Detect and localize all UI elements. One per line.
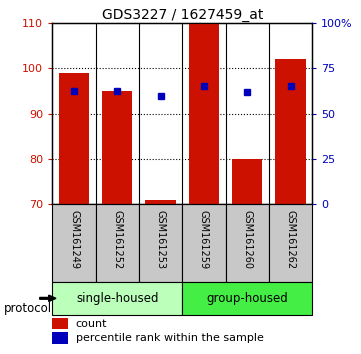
Bar <box>102 91 132 204</box>
Text: single-housed: single-housed <box>76 292 158 305</box>
Text: GSM161262: GSM161262 <box>286 210 296 269</box>
Text: GSM161253: GSM161253 <box>156 210 166 269</box>
Title: GDS3227 / 1627459_at: GDS3227 / 1627459_at <box>101 8 263 22</box>
Text: percentile rank within the sample: percentile rank within the sample <box>76 333 264 343</box>
Bar <box>52 204 96 282</box>
Bar <box>269 204 312 282</box>
Bar <box>189 23 219 204</box>
Text: GSM161260: GSM161260 <box>242 210 252 269</box>
Bar <box>275 59 306 204</box>
Text: GSM161259: GSM161259 <box>199 210 209 269</box>
Bar <box>52 332 68 344</box>
Bar <box>182 204 226 282</box>
Bar <box>226 204 269 282</box>
Bar <box>52 282 182 315</box>
Bar <box>96 204 139 282</box>
Text: protocol: protocol <box>4 302 52 315</box>
Bar <box>182 282 312 315</box>
Bar <box>139 204 182 282</box>
Bar <box>52 318 68 329</box>
Text: GSM161249: GSM161249 <box>69 210 79 269</box>
Bar <box>145 200 176 204</box>
Text: GSM161252: GSM161252 <box>112 210 122 269</box>
Bar <box>59 73 89 204</box>
Text: group-housed: group-housed <box>206 292 288 305</box>
Text: count: count <box>76 319 107 329</box>
Bar <box>232 159 262 204</box>
